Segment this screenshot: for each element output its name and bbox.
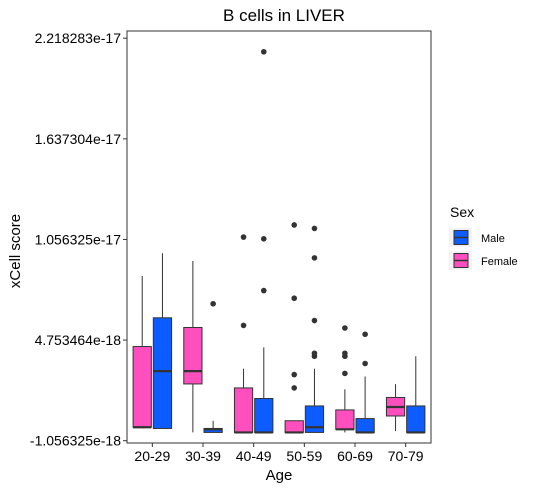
chart-title: B cells in LIVER bbox=[223, 6, 345, 25]
box bbox=[284, 420, 304, 433]
x-tick-label: 20-29 bbox=[134, 448, 170, 464]
legend-item-male: Male bbox=[449, 228, 505, 247]
box-female-30-39 bbox=[183, 260, 203, 433]
outlier-point bbox=[362, 331, 368, 338]
legend-label: Male bbox=[481, 233, 505, 245]
box bbox=[132, 346, 152, 428]
y-tick-label: 1.056325e-17 bbox=[35, 231, 122, 247]
box-layer bbox=[132, 48, 426, 434]
outlier-point bbox=[291, 371, 298, 378]
box bbox=[406, 405, 426, 433]
box-male-20-29 bbox=[152, 253, 173, 429]
outlier-point bbox=[210, 300, 216, 307]
box-male-60-69 bbox=[355, 331, 375, 434]
y-tick-label: 4.753464e-18 bbox=[35, 332, 122, 348]
y-tick-label: 2.218283e-17 bbox=[35, 30, 122, 46]
x-tick-label: 70-79 bbox=[388, 448, 424, 464]
legend-item-female: Female bbox=[449, 251, 518, 270]
legend-items: Male Female bbox=[449, 228, 518, 270]
box bbox=[304, 405, 325, 433]
box-female-60-69 bbox=[335, 325, 355, 433]
box-female-40-49 bbox=[233, 234, 254, 434]
box-female-50-59 bbox=[284, 222, 304, 434]
box-female-70-79 bbox=[385, 384, 406, 432]
x-tick-label: 50-59 bbox=[286, 448, 322, 464]
outlier-point bbox=[291, 222, 298, 228]
x-tick-label: 30-39 bbox=[185, 448, 221, 464]
outlier-point bbox=[240, 322, 247, 329]
y-tick-label: 1.637304e-17 bbox=[35, 131, 122, 147]
box bbox=[152, 317, 173, 429]
plot-panel bbox=[126, 30, 432, 444]
box-male-50-59 bbox=[304, 225, 325, 433]
box-female-20-29 bbox=[132, 276, 152, 429]
outlier-point bbox=[291, 295, 298, 302]
box bbox=[233, 387, 254, 433]
outlier-point bbox=[311, 350, 318, 357]
outlier-point bbox=[311, 255, 318, 261]
outlier-point bbox=[240, 234, 247, 240]
box bbox=[355, 418, 375, 433]
outlier-point bbox=[311, 225, 318, 232]
outlier-point bbox=[342, 350, 348, 357]
x-axis-label: Age bbox=[266, 467, 293, 484]
y-tick-label: -1.056325e-18 bbox=[30, 433, 121, 449]
legend-label: Female bbox=[481, 256, 518, 268]
legend: Sex Male Female bbox=[449, 204, 518, 270]
outlier-point bbox=[260, 287, 267, 294]
outlier-point bbox=[260, 48, 267, 55]
box bbox=[183, 326, 203, 385]
y-axis: -1.056325e-18 4.753464e-18 1.056325e-17 1.6… bbox=[30, 30, 127, 449]
x-tick-label: 60-69 bbox=[337, 448, 373, 464]
box-male-30-39 bbox=[203, 300, 223, 433]
legend-title: Sex bbox=[450, 204, 474, 220]
box bbox=[254, 397, 274, 433]
outlier-point bbox=[342, 370, 348, 377]
box-male-40-49 bbox=[254, 48, 274, 434]
outlier-point bbox=[260, 236, 267, 242]
y-axis-label: xCell score bbox=[7, 214, 24, 288]
box bbox=[335, 409, 355, 430]
outlier-point bbox=[291, 385, 298, 391]
outlier-point bbox=[311, 317, 318, 324]
outlier-point bbox=[342, 325, 348, 331]
outlier-point bbox=[362, 360, 368, 367]
x-axis: 20-29 30-39 40-49 50-59 60-69 70-79 bbox=[134, 443, 424, 464]
x-tick-label: 40-49 bbox=[236, 448, 272, 464]
box-male-70-79 bbox=[406, 356, 426, 434]
